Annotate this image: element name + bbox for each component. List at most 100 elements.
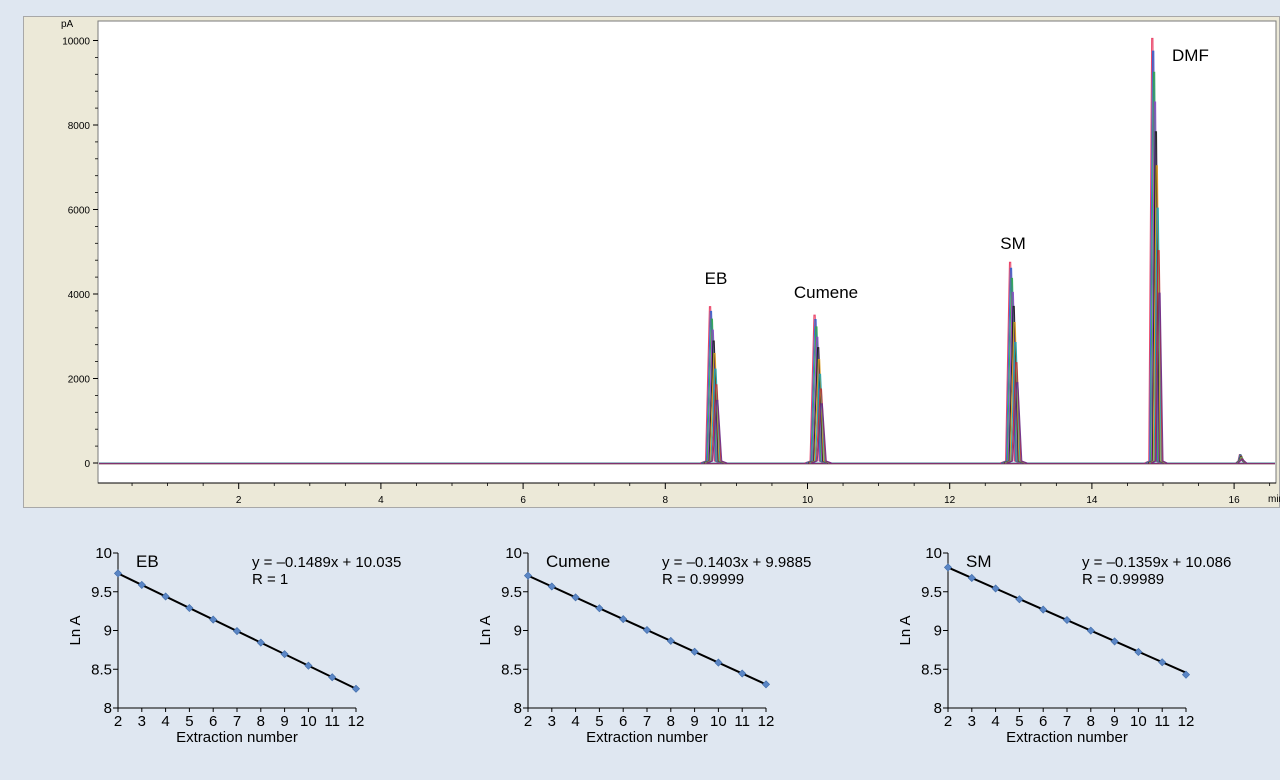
y-tick-label: 9 bbox=[514, 623, 522, 640]
data-point bbox=[642, 626, 652, 635]
x-tick-label: 8 bbox=[257, 713, 265, 730]
y-tick-label: 10 bbox=[925, 545, 942, 562]
y-tick-label: 8 bbox=[934, 700, 942, 717]
series-title: SM bbox=[966, 552, 992, 571]
y-tick-label: 9.5 bbox=[501, 584, 522, 601]
x-tick-label: 10 bbox=[300, 713, 317, 730]
x-tick-label: 12 bbox=[758, 713, 775, 730]
y-tick-label: 9 bbox=[934, 623, 942, 640]
x-tick-label: 11 bbox=[1154, 713, 1170, 730]
x-tick-label: 11 bbox=[324, 713, 340, 730]
peak-cumene bbox=[804, 314, 832, 464]
data-point bbox=[1181, 670, 1191, 679]
x-tick-label: 7 bbox=[233, 713, 241, 730]
data-point bbox=[619, 615, 628, 624]
x-tick-label: 3 bbox=[968, 713, 976, 730]
y-tick-label: 8.5 bbox=[921, 661, 942, 678]
data-point bbox=[137, 580, 146, 589]
y-axis-label: Ln A bbox=[67, 615, 84, 645]
data-point bbox=[690, 647, 699, 656]
data-point bbox=[714, 658, 723, 667]
peak-label-sm: SM bbox=[1000, 234, 1026, 253]
data-point bbox=[738, 669, 747, 678]
x-tick-label: 4 bbox=[161, 713, 169, 730]
y-tick-label: 6000 bbox=[68, 206, 91, 217]
data-point bbox=[1062, 616, 1072, 625]
peak-trace bbox=[707, 399, 728, 464]
data-point bbox=[113, 569, 123, 578]
y-tick-label: 9.5 bbox=[91, 584, 112, 601]
x-tick-label: 2 bbox=[236, 495, 242, 506]
x-tick-label: 3 bbox=[548, 713, 556, 730]
chromatogram-chart: pA 0 2000 4000 6000 8000 10000 2 4 6 8 10 12 14 16 min E… bbox=[61, 19, 1280, 506]
peak-label-eb: EB bbox=[705, 269, 728, 288]
x-tick-label: 10 bbox=[802, 495, 814, 506]
series-title: Cumene bbox=[546, 552, 610, 571]
y-unit-label: pA bbox=[61, 19, 74, 30]
data-point bbox=[943, 563, 953, 572]
y-tick-label: 8 bbox=[514, 700, 522, 717]
data-point bbox=[1158, 658, 1167, 667]
data-point bbox=[232, 627, 242, 636]
y-tick-label: 8.5 bbox=[501, 661, 522, 678]
peak-eb bbox=[699, 306, 728, 464]
y-tick-label: 9 bbox=[104, 623, 112, 640]
x-tick-label: 2 bbox=[114, 713, 122, 730]
data-point bbox=[1086, 626, 1095, 635]
x-tick-label: 8 bbox=[667, 713, 675, 730]
correlation-coefficient: R = 1 bbox=[252, 571, 288, 588]
correlation-coefficient: R = 0.99989 bbox=[1082, 571, 1164, 588]
x-tick-label: 5 bbox=[185, 713, 193, 730]
x-tick-label: 8 bbox=[663, 495, 669, 506]
data-point bbox=[1134, 647, 1143, 656]
correlation-coefficient: R = 0.99999 bbox=[662, 571, 744, 588]
x-tick-label: 16 bbox=[1229, 495, 1241, 506]
peak-sm bbox=[999, 261, 1028, 464]
data-point bbox=[209, 615, 218, 624]
x-tick-label: 6 bbox=[209, 713, 217, 730]
x-axis-label: Extraction number bbox=[176, 729, 298, 746]
data-point bbox=[351, 684, 361, 693]
x-tick-label: 2 bbox=[524, 713, 532, 730]
data-point bbox=[761, 680, 771, 689]
x-tick-label: 6 bbox=[1039, 713, 1047, 730]
x-tick-label: 9 bbox=[690, 713, 698, 730]
x-tick-label: 12 bbox=[944, 495, 956, 506]
y-tick-label: 10 bbox=[505, 545, 522, 562]
plot-area bbox=[97, 20, 1277, 484]
data-point bbox=[547, 582, 556, 591]
x-tick-label: 14 bbox=[1086, 495, 1098, 506]
regression-equation: y = –0.1359x + 10.086 bbox=[1082, 554, 1231, 571]
x-tick-label: 9 bbox=[280, 713, 288, 730]
x-tick-label: 11 bbox=[734, 713, 750, 730]
peak-trace bbox=[1151, 292, 1168, 464]
calibration-panel-eb: 8 8.5 9 9.5 10 2 3 4 5 6 7 8 9 10 11 12 Extraction numbe… bbox=[60, 540, 401, 770]
data-point bbox=[304, 661, 313, 670]
y-tick-label: 9.5 bbox=[921, 584, 942, 601]
peak-dmf bbox=[1144, 37, 1168, 464]
y-tick-label: 8.5 bbox=[91, 661, 112, 678]
peak-trace bbox=[1237, 459, 1248, 464]
chromatogram-panel: pA 0 2000 4000 6000 8000 10000 2 4 6 8 10 12 14 16 min E… bbox=[23, 16, 1280, 508]
x-tick-label: 12 bbox=[348, 713, 365, 730]
x-axis-label: Extraction number bbox=[586, 729, 708, 746]
x-tick-label: 4 bbox=[571, 713, 579, 730]
data-point bbox=[991, 584, 1000, 593]
peak-label-cumene: Cumene bbox=[794, 283, 858, 302]
data-point bbox=[523, 571, 533, 580]
data-point bbox=[328, 673, 337, 682]
regression-equation: y = –0.1489x + 10.035 bbox=[252, 554, 401, 571]
data-point bbox=[161, 592, 170, 601]
calibration-panel-cumene: 8 8.5 9 9.5 10 2 3 4 5 6 7 8 9 10 11 12 Extraction numbe… bbox=[470, 540, 811, 770]
data-point bbox=[1039, 605, 1048, 614]
y-tick-label: 4000 bbox=[68, 290, 91, 301]
data-point bbox=[595, 604, 604, 613]
x-axis-label: Extraction number bbox=[1006, 729, 1128, 746]
x-tick-label: 5 bbox=[595, 713, 603, 730]
peak-minor bbox=[1235, 454, 1248, 464]
x-tick-label: 8 bbox=[1087, 713, 1095, 730]
data-point bbox=[1015, 595, 1024, 604]
y-tick-label: 10000 bbox=[62, 37, 90, 48]
